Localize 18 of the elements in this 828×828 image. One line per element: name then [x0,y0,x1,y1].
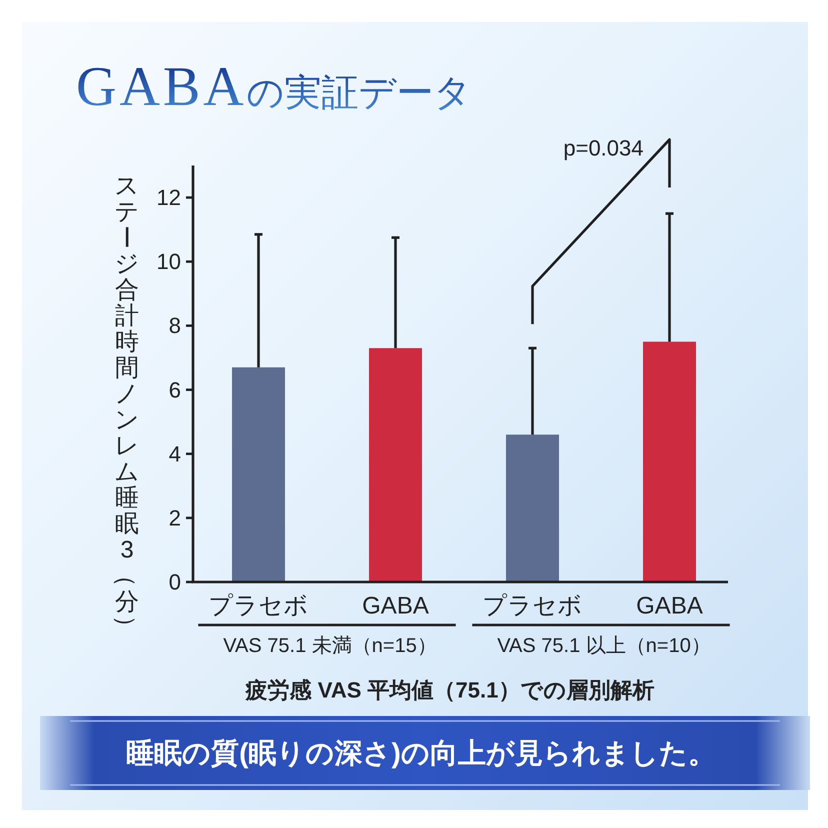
ytick-label: 10 [156,249,181,274]
ytick-label: 4 [168,441,181,466]
ytick-label: 12 [156,185,181,210]
xtick-label: GABA [636,592,703,620]
annotation: p=0.034 [563,136,644,161]
xtick-label: プラセボ [208,592,308,620]
group-label: VAS 75.1 未満（n=15） [223,635,437,657]
ytick-label: 8 [168,313,181,338]
group-label: VAS 75.1 以上（n=10） [497,635,711,657]
xlabel: 疲労感 VAS 平均値（75.1）での層別解析 [246,678,654,702]
xtick-label: プラセボ [482,592,582,620]
ytick-label: 0 [168,570,181,594]
xtick-label: GABA [362,592,429,620]
ytick-label: 2 [168,505,181,530]
caption: 睡眠の質(眠りの深さ)の向上が見られました。 [126,738,716,768]
title: GABAの実証データ [76,56,472,118]
ytick-label: 6 [168,377,181,402]
ylabel: ステージ合計時間ノンレム睡眠3（分） [112,172,140,639]
